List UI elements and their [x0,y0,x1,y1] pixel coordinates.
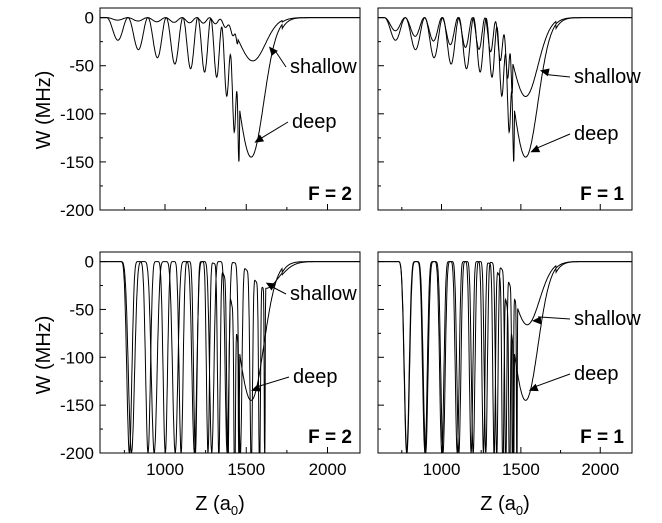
x-tick-label-bottom-left-0: 1000 [146,460,184,479]
curves-bottom-right [378,261,632,453]
annotation-arrow-deep-bottom-right [534,373,571,388]
annotation-label-deep-top-right: deep [574,123,619,145]
series-line-deep-top-right [378,16,632,162]
y-axis-label-top: W (MHz) [33,71,55,150]
annotation-arrowhead-deep-bottom-left [251,383,261,392]
panel-bottom-left: 0 -50 -100 -150 -200 1000 1500 2000 shallow deep F… [60,251,361,479]
annotation-arrowhead-deep-top-right [530,144,541,153]
annotation-arrowhead-shallow-top-left [269,46,278,56]
y-tick-label-top-left-1: -50 [69,57,94,76]
x-axis-label-left: Z (a0) [195,493,244,518]
curves-top-right [378,16,632,162]
y-tick-label-top-left-0: 0 [85,9,94,28]
annotation-label-deep-bottom-right: deep [574,363,619,385]
annotation-arrowhead-deep-top-left [254,134,265,143]
plot-frame-top-left [99,7,361,211]
y-tick-label-bottom-left-4: -200 [60,444,94,463]
series-line-deep-bottom-right [378,261,632,453]
annotation-arrowhead-shallow-top-right [539,68,550,77]
y-tick-label-top-left-2: -100 [60,105,94,124]
x-tick-label-bottom-left-1: 1500 [227,460,265,479]
panel-top-left: 0 -50 -100 -150 -200 shallow deep F = 2 [60,7,361,220]
annotation-arrowhead-shallow-bottom-right [532,316,542,325]
annotation-arrowhead-deep-bottom-right [528,383,539,392]
y-tick-label-top-left-3: -150 [60,153,94,172]
annotation-label-shallow-bottom-right: shallow [574,308,641,330]
series-line-deep-top-left [100,16,360,162]
annotation-arrow-shallow-top-right [545,74,571,78]
panel-label-top-left: F = 2 [308,184,352,205]
annotation-label-shallow-top-right: shallow [574,66,641,88]
annotation-arrow-shallow-bottom-left [271,286,287,295]
annotation-arrow-deep-top-right [536,133,571,149]
annotation-label-shallow-top-left: shallow [290,56,357,78]
x-tick-label-bottom-left-2: 2000 [309,460,347,479]
annotation-arrow-deep-bottom-left [256,376,290,388]
y-tick-label-bottom-left-3: -150 [60,396,94,415]
series-line-deep-bottom-left [100,261,360,453]
curves-top-left [100,16,360,162]
panel-label-bottom-right: F = 1 [580,427,624,448]
annotation-label-deep-top-left: deep [292,111,337,133]
panel-label-top-right: F = 1 [580,184,624,205]
annotation-label-deep-bottom-left: deep [293,366,338,388]
plot-frame-top-right [377,7,633,211]
annotation-arrowhead-shallow-bottom-left [265,282,276,291]
y-axis-label-bottom: W (MHz) [33,316,55,395]
panel-label-bottom-left: F = 2 [308,427,352,448]
curves-bottom-left [100,261,360,453]
annotation-arrow-shallow-bottom-right [537,316,571,320]
y-tick-label-top-left-4: -200 [60,201,94,220]
x-axis-label-right: Z (a0) [480,493,529,518]
annotation-arrow-deep-top-left [260,121,289,140]
annotation-label-shallow-bottom-left: shallow [290,283,357,305]
y-tick-label-bottom-left-1: -50 [69,300,94,319]
x-tick-label-bottom-right-2: 2000 [581,460,619,479]
x-tick-label-bottom-right-0: 1000 [423,460,461,479]
y-tick-label-bottom-left-2: -100 [60,348,94,367]
panel-bottom-right: 1000 1500 2000 shallow deep F = 1 [377,251,641,479]
x-tick-label-bottom-right-1: 1500 [502,460,540,479]
plot-frame-bottom-left [99,251,361,454]
annotation-arrow-shallow-top-left [274,50,287,68]
panel-top-right: shallow deep F = 1 [377,7,641,211]
y-tick-label-bottom-left-0: 0 [85,253,94,272]
panels: 0 -50 -100 -150 -200 shallow deep F = 2 shallow d… [60,7,641,479]
